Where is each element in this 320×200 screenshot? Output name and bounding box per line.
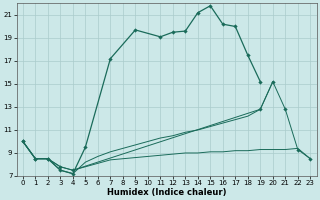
X-axis label: Humidex (Indice chaleur): Humidex (Indice chaleur) <box>107 188 226 197</box>
